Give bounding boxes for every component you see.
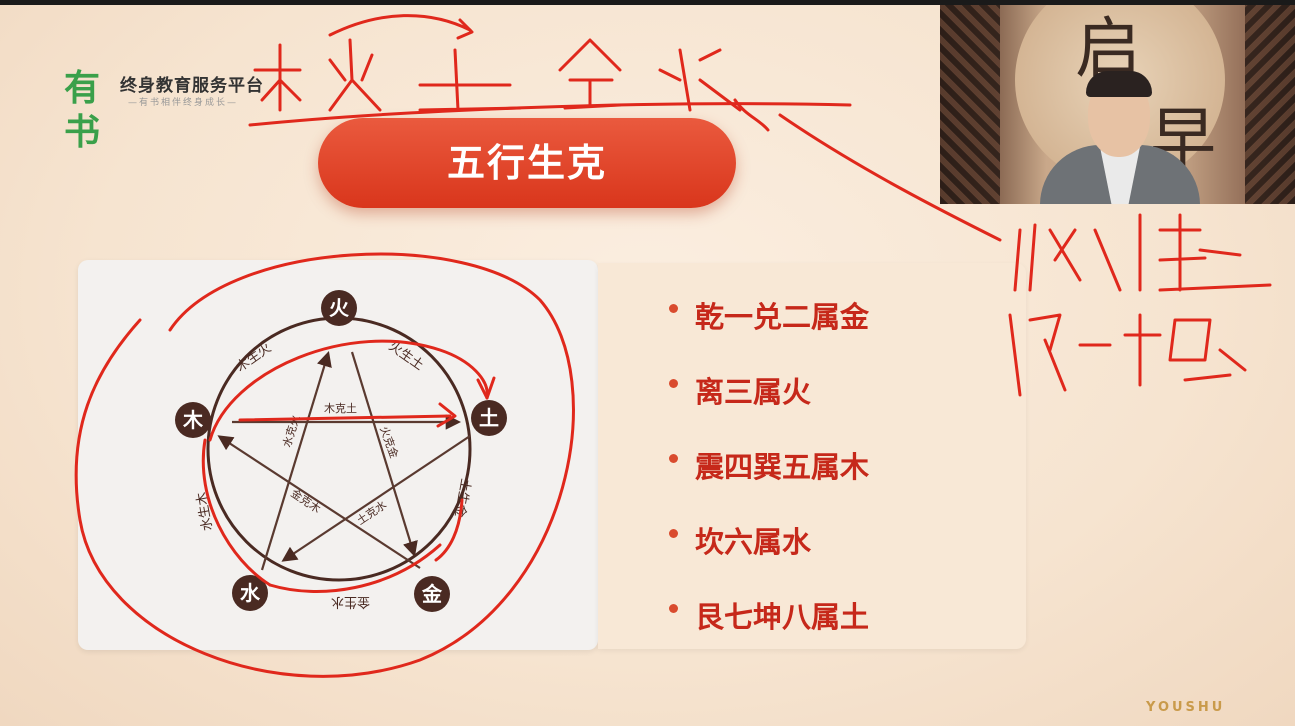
logo-subtitle: —有书相伴终身成长— xyxy=(128,98,239,108)
annotation-arc-arrow xyxy=(328,14,472,37)
bullet-dot xyxy=(669,529,678,538)
ke-label-wood-earth: 木克土 xyxy=(324,402,357,415)
lattice-screen-right xyxy=(1245,5,1295,204)
ke-arrows xyxy=(217,351,471,571)
wood-node xyxy=(175,402,211,438)
metal-node xyxy=(414,576,450,612)
title-banner xyxy=(318,118,736,208)
ke-arrow-water-fire xyxy=(260,351,332,571)
list-item: 艮七坤八属土 xyxy=(665,590,869,665)
annotation-glyph-metal xyxy=(558,38,622,110)
annotation-arrowhead xyxy=(476,376,496,400)
fire-node xyxy=(321,290,357,326)
ke-arrow-fire-metal xyxy=(350,351,418,557)
annotation-hook xyxy=(733,98,770,132)
lattice-screen-left xyxy=(940,5,1000,204)
annotation-glyph-water xyxy=(658,48,742,112)
bullet-dot xyxy=(669,454,678,463)
annotation-ring-arrow-bottom xyxy=(268,543,442,594)
presenter-webcam: 启 早 xyxy=(940,5,1295,204)
bullet-dot xyxy=(669,379,678,388)
list-item: 震四巽五属木 xyxy=(665,440,869,515)
metal-label: 金 xyxy=(421,582,443,606)
annotation-glyph-wood xyxy=(253,43,302,112)
presenter-hair xyxy=(1086,71,1152,97)
annotation-glyph-fire xyxy=(328,38,382,112)
annotation-text-geyi-xiangke xyxy=(1008,313,1247,397)
earth-node xyxy=(471,400,507,436)
brand-watermark: YOUSHU xyxy=(1146,700,1226,715)
annotation-arrowhead xyxy=(436,402,457,428)
wood-label: 木 xyxy=(182,408,204,432)
list-item: 乾一兑二属金 xyxy=(665,290,869,365)
ke-arrow-earth-water xyxy=(281,435,471,562)
annotation-ring-arrow-top xyxy=(208,339,489,442)
sheng-label-earth-metal: 土生金 xyxy=(451,477,474,518)
list-item: 离三属火 xyxy=(665,365,869,440)
earth-label: 土 xyxy=(479,406,499,430)
logo-title: 终身教育服务平台 xyxy=(120,76,264,96)
annotation-arrowhead xyxy=(456,18,474,40)
youshu-logo-mark: 有书 xyxy=(64,68,100,153)
annotation-ring-arrow-right xyxy=(434,498,464,562)
bullet-dot xyxy=(669,604,678,613)
annotation-ke-underline xyxy=(238,414,452,422)
annotation-text-shunci-xiangsheng xyxy=(1013,213,1272,292)
bullet-dot xyxy=(669,304,678,313)
annotation-underline xyxy=(248,102,852,127)
annotation-connector-arrow xyxy=(778,113,1002,242)
trigram-element-list: 乾一兑二属金 离三属火 震四巽五属木 坎六属水 艮七坤八属土 xyxy=(665,290,869,665)
water-label: 水 xyxy=(240,581,261,605)
annotation-ring-arrow-left xyxy=(201,438,272,587)
fire-label: 火 xyxy=(329,296,350,320)
water-node xyxy=(232,575,268,611)
list-item: 坎六属水 xyxy=(665,515,869,590)
annotation-circle xyxy=(74,252,575,678)
annotation-glyph-earth xyxy=(418,48,522,112)
slide-title: 五行生克 xyxy=(446,141,607,185)
window-top-bar xyxy=(0,0,1295,5)
sheng-label-metal-water: 金生水 xyxy=(331,594,370,610)
ke-arrow-metal-wood xyxy=(217,435,421,569)
